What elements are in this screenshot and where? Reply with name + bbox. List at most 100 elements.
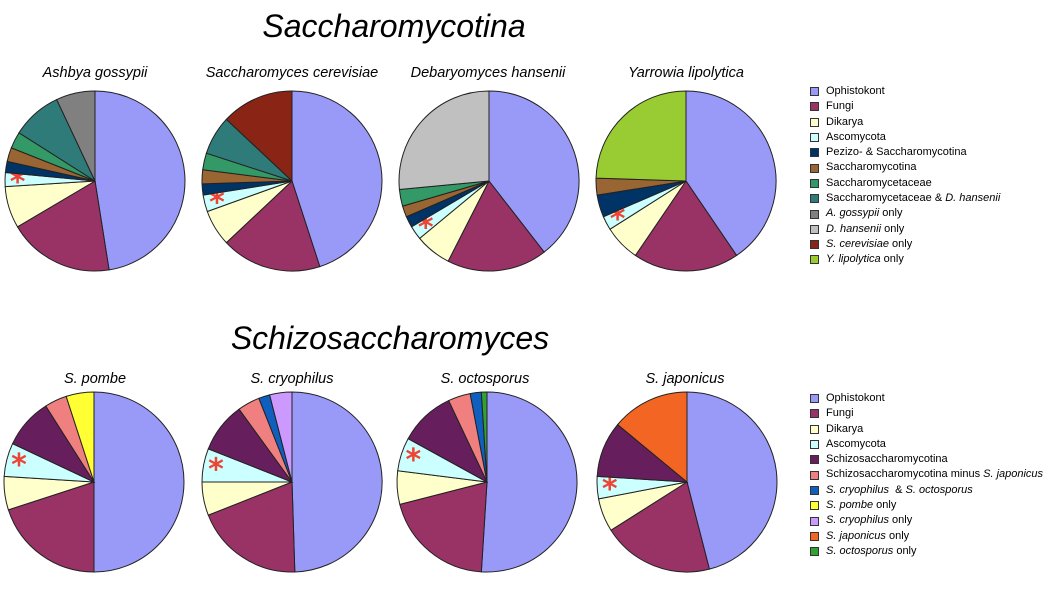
legend-item-dikarya: Dikarya xyxy=(810,422,1043,437)
legend-item-saccharomycotina: Saccharomycotina xyxy=(810,160,1000,175)
legend-item-cryo-octo: S. cryophilus & S. octosporus xyxy=(810,483,1043,498)
pie-slice-cryophilus-only xyxy=(269,391,293,483)
legend-item-sacch-dhansenii: Saccharomycetaceae & D. hansenii xyxy=(810,191,1000,206)
legend-item-pezizo: Pezizo- & Saccharomycotina xyxy=(810,145,1000,160)
pie-slice-fungi xyxy=(610,481,710,573)
legend-label: Ophistokont xyxy=(826,392,885,404)
legend-swatch xyxy=(810,516,819,526)
pie-slice-fungi xyxy=(447,180,545,272)
legend-label: S. cerevisiae only xyxy=(826,237,913,250)
pie-title-s-pombe: S. pombe xyxy=(63,371,127,387)
legend-swatch xyxy=(810,424,819,434)
legend-label: Fungi xyxy=(826,407,854,420)
pie-title-yarrowia-lipolytica: Yarrowia lipolytica xyxy=(628,65,744,81)
legend-label: Dikarya xyxy=(826,115,864,128)
legend-label: D. hansenii only xyxy=(826,222,905,235)
pie-slice-ylipolytica-only xyxy=(595,90,687,182)
pie-slice-pombe-only xyxy=(65,391,95,483)
pie-slice-fungi xyxy=(16,180,110,272)
legend-item-ophistokont: Ophistokont xyxy=(810,84,1000,99)
pie-title-saccharomyces-cerevisiae: Saccharomyces cerevisiae xyxy=(205,65,379,81)
legend-swatch xyxy=(810,240,819,250)
pie-slice-dhansenii-only xyxy=(398,90,490,191)
legend-item-agossypii-only: A. gossypii only xyxy=(810,206,1000,221)
legend-saccharomycotina: Ophistokont Fungi Dikarya Ascomycota Pezizo-… xyxy=(810,84,1000,268)
pie-slice-fungi xyxy=(207,481,296,573)
legend-swatch xyxy=(810,224,819,234)
pie-chart-s-octosporus: * xyxy=(396,391,578,573)
legend-label: S. octosporus only xyxy=(826,544,917,557)
pie-slice-fungi xyxy=(634,180,738,272)
legend-schizosaccharomyces: Ophistokont Fungi Dikarya Ascomycota Schizos… xyxy=(810,391,1043,559)
pie-slice-ophistokont xyxy=(291,391,383,573)
legend-label: Ascomycota xyxy=(826,130,886,143)
legend-label: S. cryophilus only xyxy=(826,514,913,527)
legend-item-ascomycota: Ascomycota xyxy=(810,437,1043,452)
legend-item-ascomycota: Ascomycota xyxy=(810,130,1000,145)
asterisk-marker: * xyxy=(406,443,422,478)
legend-swatch xyxy=(810,117,819,127)
pie-title-debaryomyces-hansenii: Debaryomyces hansenii xyxy=(410,65,566,81)
legend-swatch xyxy=(810,547,819,557)
pie-slice-ophistokont xyxy=(488,90,580,253)
asterisk-marker: * xyxy=(602,472,618,507)
legend-label: Pezizo- & Saccharomycotina xyxy=(826,146,967,159)
legend-label: Ascomycota xyxy=(826,437,886,450)
pie-slice-ophistokont xyxy=(291,90,383,268)
legend-label: Ophistokont xyxy=(826,85,885,97)
pie-slice-fungi xyxy=(7,481,95,573)
pie-slice-octosporus-only xyxy=(480,391,488,483)
pie-title-s-cryophilus: S. cryophilus xyxy=(250,371,334,387)
legend-item-pombe-only: S. pombe only xyxy=(810,498,1043,513)
pie-title-s-octosporus: S. octosporus xyxy=(440,371,530,387)
asterisk-marker: * xyxy=(208,453,224,488)
legend-item-saccharomycetaceae: Saccharomycetaceae xyxy=(810,176,1000,191)
pie-slice-japonicus-only xyxy=(616,391,688,484)
legend-label: S. pombe only xyxy=(826,499,897,512)
legend-swatch xyxy=(810,148,819,158)
legend-label: Saccharomycotina xyxy=(826,161,917,174)
pie-title-s-japonicus: S. japonicus xyxy=(645,371,725,387)
legend-swatch xyxy=(810,87,819,97)
pie-slice-ophistokont xyxy=(686,391,778,570)
legend-swatch xyxy=(810,133,819,143)
pie-title-ashbya-gossypii: Ashbya gossypii xyxy=(42,65,148,81)
legend-swatch xyxy=(810,394,819,404)
legend-item-fungi: Fungi xyxy=(810,406,1043,421)
legend-swatch xyxy=(810,163,819,173)
pie-chart-s-japonicus: * xyxy=(596,391,778,573)
pie-slice-ophistokont xyxy=(93,391,185,573)
section-title-schizosaccharomyces: Schizosaccharomyces xyxy=(230,320,550,356)
legend-item-ylipolytica-only: Y. lipolytica only xyxy=(810,252,1000,267)
legend-label: S. cryophilus & S. octosporus xyxy=(826,483,973,496)
legend-swatch xyxy=(810,501,819,511)
pie-slice-scerevisiae-only xyxy=(225,90,293,183)
legend-item-octosporus-only: S. octosporus only xyxy=(810,544,1043,559)
legend-item-schizo-minus-japonicus: Schizosaccharomycotina minus S. japonicu… xyxy=(810,467,1043,482)
legend-swatch xyxy=(810,440,819,450)
legend-label: Fungi xyxy=(826,100,854,113)
legend-label: Schizosaccharomycotina minus S. japonicu… xyxy=(826,468,1044,481)
legend-label: Saccharomycetaceae & D. hansenii xyxy=(826,192,1001,205)
pie-chart-yarrowia-lipolytica: * xyxy=(595,90,777,272)
legend-swatch xyxy=(810,485,819,495)
legend-item-cryophilus-only: S. cryophilus only xyxy=(810,513,1043,528)
legend-item-fungi: Fungi xyxy=(810,99,1000,114)
legend-swatch xyxy=(810,209,819,219)
legend-item-dhansenii-only: D. hansenii only xyxy=(810,222,1000,237)
pie-slice-agossypii-only xyxy=(56,90,96,182)
pie-slice-ophistokont xyxy=(94,90,186,271)
legend-label: A. gossypii only xyxy=(826,207,903,220)
pie-chart-s-pombe: * xyxy=(3,391,185,573)
legend-swatch xyxy=(810,178,819,188)
pie-chart-s-cryophilus: * xyxy=(201,391,383,573)
pie-slice-ophistokont xyxy=(685,90,777,257)
legend-label: Dikarya xyxy=(826,422,864,435)
legend-item-japonicus-only: S. japonicus only xyxy=(810,529,1043,544)
legend-swatch xyxy=(810,409,819,419)
legend-swatch xyxy=(810,102,819,112)
asterisk-marker: * xyxy=(209,185,225,220)
legend-item-dikarya: Dikarya xyxy=(810,115,1000,130)
legend-swatch xyxy=(810,455,819,465)
legend-label: S. japonicus only xyxy=(826,529,910,542)
